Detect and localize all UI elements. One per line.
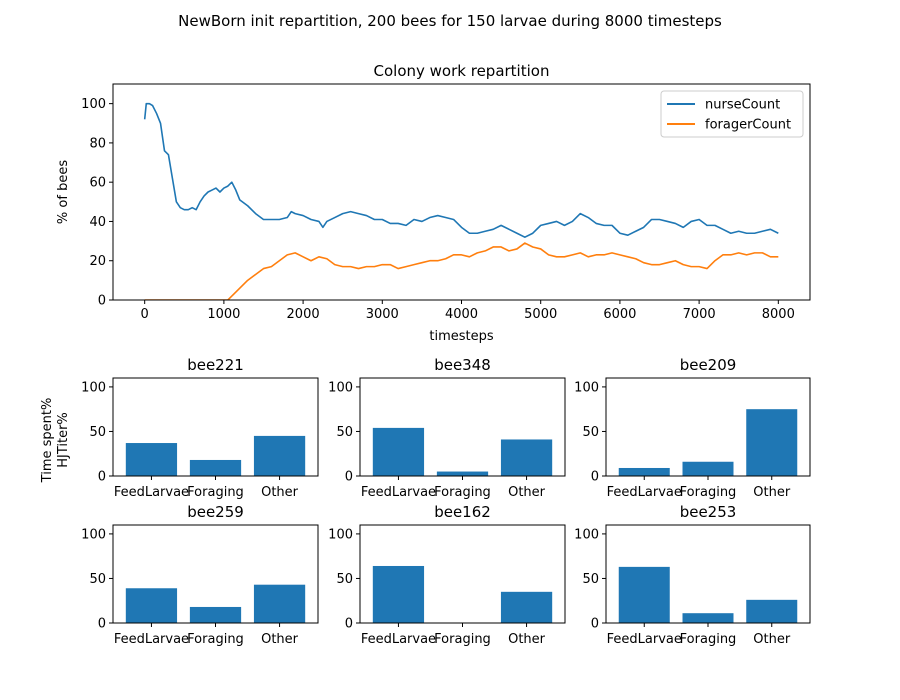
y-tick-label: 60 [89,176,106,191]
y-tick-label: 80 [89,136,106,151]
legend-frame [660,90,804,138]
category-label: FeedLarvae [607,485,682,500]
y-tick-label: 50 [336,425,353,440]
bar-Other [253,435,306,476]
legend: nurseCount foragerCount [660,90,804,138]
bar-Other [746,409,798,476]
y-tick-label: 20 [89,254,106,269]
category-label: FeedLarvae [361,485,436,500]
bar-chart-title: bee209 [680,356,737,374]
bar-Foraging [682,613,734,623]
category-label: Foraging [680,485,737,500]
y-tick-label: 50 [89,572,106,587]
x-tick-label: 7000 [683,307,716,322]
category-label: FeedLarvae [114,632,189,647]
y-tick-label: 50 [336,572,353,587]
y-tick-label: 100 [328,527,353,542]
bar-chart-title: bee259 [187,503,244,521]
y-tick-label: 100 [574,380,599,395]
y-tick-label: 0 [591,617,599,632]
bar-Other [500,439,553,476]
shared-ylabel: Time spent% HJTiter% [40,398,71,484]
bar-FeedLarvae [618,467,670,476]
shared-ylabel-line-2: HJTiter% [56,412,71,468]
x-tick-label: 3000 [366,307,399,322]
legend-label-nurseCount: nurseCount [705,98,780,113]
y-tick-label: 100 [574,527,599,542]
y-tick-label: 0 [98,294,106,309]
y-tick-label: 100 [81,527,106,542]
category-label: Other [508,485,546,500]
y-tick-label: 50 [89,425,106,440]
category-label: FeedLarvae [114,485,189,500]
category-label: Foraging [680,632,737,647]
series-line-foragerCount [144,242,779,300]
bar-FeedLarvae [125,588,178,623]
bar-Foraging [189,459,242,476]
y-tick-label: 0 [98,470,106,485]
bar-FeedLarvae [372,565,425,623]
category-label: Foraging [434,632,491,647]
series-line-nurseCount [143,102,779,238]
y-tick-label: 40 [89,215,106,230]
category-label: Other [261,632,299,647]
main-chart-title: Colony work repartition [374,62,550,80]
category-label: Foraging [434,485,491,500]
category-label: Other [753,632,791,647]
bar-Other [746,599,798,623]
y-tick-label: 100 [328,380,353,395]
bar-chart-title: bee162 [434,503,491,521]
bar-FeedLarvae [372,427,425,476]
y-tick-label: 0 [345,617,353,632]
x-axis-label: timesteps [429,329,493,344]
y-tick-label: 0 [591,470,599,485]
bar-chart-title: bee348 [434,356,491,374]
category-label: Other [753,485,791,500]
bar-FeedLarvae [125,443,178,476]
bar-FeedLarvae [618,566,670,623]
shared-ylabel-line-1: Time spent% [40,398,55,484]
bar-chart-title: bee221 [187,356,244,374]
x-tick-label: 0 [141,307,149,322]
x-tick-label: 2000 [287,307,320,322]
x-tick-label: 5000 [524,307,557,322]
x-tick-label: 1000 [207,307,240,322]
category-label: FeedLarvae [361,632,436,647]
bar-chart-title: bee253 [680,503,737,521]
y-axis-label-group: % of bees [56,160,71,224]
x-tick-label: 6000 [603,307,636,322]
figure-suptitle: NewBorn init repartition, 200 bees for 1… [178,12,722,30]
category-label: Foraging [187,485,244,500]
y-axis-label: % of bees [56,160,71,224]
x-tick-label: 4000 [445,307,478,322]
y-tick-label: 0 [98,617,106,632]
y-tick-label: 0 [345,470,353,485]
y-tick-label: 50 [582,425,599,440]
x-tick-label: 8000 [762,307,795,322]
y-tick-label: 100 [81,97,106,112]
category-label: Other [261,485,299,500]
bar-Foraging [436,471,489,476]
bar-Other [500,591,553,623]
bar-Other [253,584,306,623]
y-tick-label: 100 [81,380,106,395]
category-label: FeedLarvae [607,632,682,647]
bar-Foraging [189,606,242,623]
y-tick-label: 50 [582,572,599,587]
category-label: Foraging [187,632,244,647]
category-label: Other [508,632,546,647]
bar-Foraging [682,461,734,476]
legend-label-foragerCount: foragerCount [705,118,791,133]
